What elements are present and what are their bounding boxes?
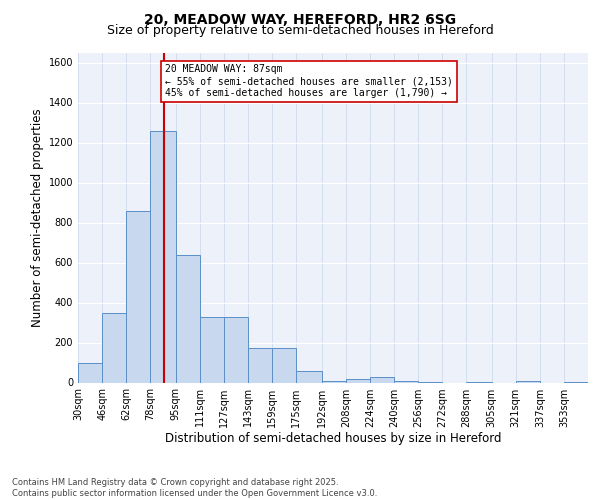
Bar — [516, 380, 540, 382]
Text: 20, MEADOW WAY, HEREFORD, HR2 6SG: 20, MEADOW WAY, HEREFORD, HR2 6SG — [144, 12, 456, 26]
Y-axis label: Number of semi-detached properties: Number of semi-detached properties — [31, 108, 44, 327]
Bar — [322, 380, 346, 382]
Text: 20 MEADOW WAY: 87sqm
← 55% of semi-detached houses are smaller (2,153)
45% of se: 20 MEADOW WAY: 87sqm ← 55% of semi-detac… — [165, 64, 453, 98]
Bar — [248, 348, 272, 382]
X-axis label: Distribution of semi-detached houses by size in Hereford: Distribution of semi-detached houses by … — [165, 432, 501, 446]
Bar — [272, 348, 296, 382]
Bar — [176, 254, 200, 382]
Bar — [296, 370, 322, 382]
Bar — [126, 210, 150, 382]
Bar — [370, 376, 394, 382]
Bar — [102, 312, 126, 382]
Bar — [78, 362, 102, 382]
Bar — [346, 378, 370, 382]
Bar — [224, 316, 248, 382]
Bar — [150, 130, 176, 382]
Bar — [394, 380, 418, 382]
Text: Contains HM Land Registry data © Crown copyright and database right 2025.
Contai: Contains HM Land Registry data © Crown c… — [12, 478, 377, 498]
Text: Size of property relative to semi-detached houses in Hereford: Size of property relative to semi-detach… — [107, 24, 493, 37]
Bar — [200, 316, 224, 382]
